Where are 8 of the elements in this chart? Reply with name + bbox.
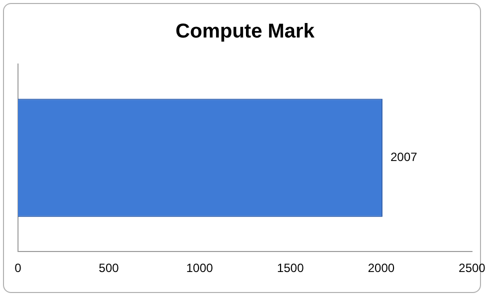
- chart-title: Compute Mark: [176, 20, 316, 43]
- data-label: 2007: [390, 150, 418, 164]
- x-tick-label: 500: [98, 261, 120, 276]
- x-tick-label: 2500: [458, 261, 486, 276]
- x-tick-label: 0: [14, 261, 22, 276]
- x-tick-label: 1500: [277, 261, 304, 276]
- x-tick-label: 2000: [368, 261, 395, 276]
- x-tick-label: 1000: [186, 261, 214, 276]
